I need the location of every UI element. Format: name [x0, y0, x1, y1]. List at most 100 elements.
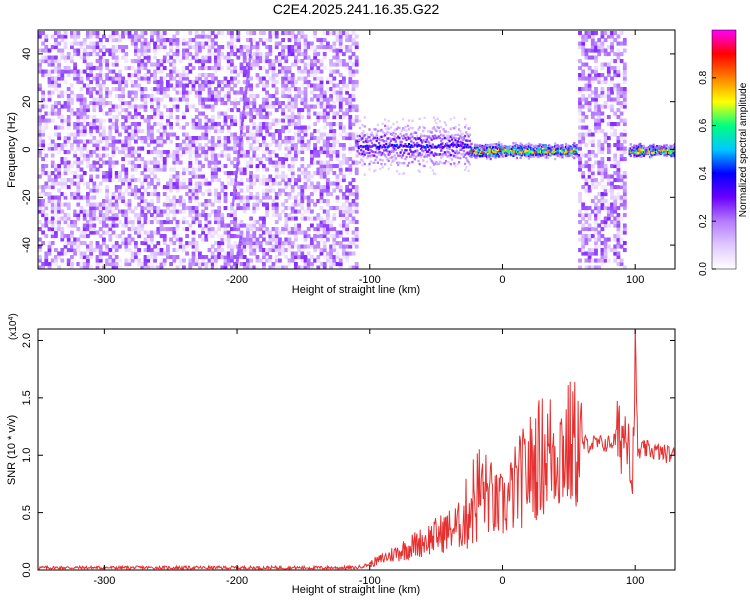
spectrogram-cell [338, 52, 343, 57]
spectrogram-cell [354, 227, 359, 232]
spectrogram-cell [505, 149, 508, 152]
spectrogram-cell [382, 149, 385, 152]
spectrogram-cell [169, 132, 173, 137]
spectrogram-cell [89, 101, 93, 106]
spectrogram-cell [447, 160, 450, 164]
spectrogram-cell [527, 151, 530, 154]
spectrogram-cell [354, 41, 359, 46]
spectrogram-cell [82, 153, 87, 158]
spectrogram-cell [271, 237, 276, 242]
spectrogram-cell [338, 38, 343, 43]
spectrogram-cell [226, 94, 231, 99]
spectrogram-cell [281, 66, 285, 71]
spectrogram-cell [348, 220, 353, 225]
spectrogram-cell [379, 138, 382, 142]
spectrogram-cell [342, 52, 346, 57]
spectrogram-cell [217, 55, 221, 60]
spectrogram-cell [381, 139, 384, 142]
spectrogram-cell [484, 144, 487, 148]
spectrogram-cell [175, 171, 180, 176]
spectrogram-cell [300, 157, 305, 162]
spectrogram-cell [236, 181, 241, 186]
spectrogram-cell [182, 132, 186, 137]
spectrogram-cell [70, 101, 74, 106]
spectrogram-cell [363, 116, 366, 119]
spectrogram-cell [79, 230, 84, 235]
spectrogram-cell [210, 146, 215, 151]
spectrogram-cell [242, 209, 247, 214]
spectrogram-cell [338, 167, 343, 172]
spectrogram-cell [242, 195, 247, 200]
spectrogram-cell [284, 248, 289, 253]
spectrogram-cell [178, 90, 183, 95]
spectrogram-cell [150, 241, 154, 246]
spectrogram-cell [54, 164, 58, 169]
spectrogram-cell [495, 148, 498, 152]
spectrogram-cell [247, 66, 250, 70]
spectrogram-cell [513, 153, 516, 156]
spectrogram-cell [44, 262, 49, 267]
spectrogram-cell [162, 129, 167, 134]
spectrogram-cell [300, 59, 305, 64]
spectrogram-cell [271, 150, 276, 155]
spectrogram-cell [335, 90, 340, 95]
spectrogram-cell [175, 185, 180, 190]
spectrogram-cell [172, 209, 177, 214]
spectrogram-cell [92, 101, 97, 106]
spectrogram-cell [552, 148, 556, 151]
spectrogram-cell [427, 150, 430, 153]
spectrogram-cell [546, 156, 550, 159]
spectrogram-cell [201, 73, 205, 78]
spectrogram-cell [127, 101, 132, 106]
spectrogram-cell [98, 234, 103, 239]
spectrogram-cell [73, 223, 77, 228]
spectrogram-cell [210, 38, 215, 43]
spectrogram-cell [316, 97, 321, 102]
spectrogram-cell [79, 139, 84, 144]
spectrogram-cell [243, 98, 247, 102]
spectrogram-cell [546, 147, 550, 150]
spectrogram-cell [86, 227, 90, 232]
spectrogram-cell [230, 181, 234, 186]
spectrogram-cell [137, 136, 141, 141]
spectrogram-cell [57, 255, 61, 260]
spectrogram-cell [137, 195, 141, 200]
spectrogram-cell [102, 45, 106, 50]
spectrogram-cell [226, 90, 231, 95]
spectrogram-cell [520, 154, 523, 157]
spectrogram-cell [66, 52, 71, 57]
spectrogram-cell [544, 152, 547, 155]
spectrogram-cell [300, 213, 305, 218]
spectrogram-cell [182, 167, 186, 172]
spectrogram-cell [207, 160, 212, 165]
spectrogram-cell [102, 104, 106, 109]
spectrogram-cell [111, 34, 116, 39]
spectrogram-cell [440, 149, 443, 152]
spectrogram-cell [249, 192, 253, 197]
spectrogram-cell [166, 153, 170, 158]
spectrogram-cell [367, 135, 370, 139]
spectrogram-cell [44, 185, 49, 190]
spectrogram-cell [306, 146, 311, 151]
spectrogram-cell [246, 178, 250, 183]
spectrogram-cell [198, 34, 202, 39]
spectrogram-cell [306, 83, 311, 88]
spectrogram-cell [465, 124, 468, 127]
spectrogram-cell [284, 143, 289, 148]
spectrogram-cell [223, 115, 228, 120]
spectrogram-cell [137, 59, 141, 64]
spectrogram-cell [124, 146, 129, 151]
spectrogram-cell [79, 111, 84, 116]
spectrogram-cell [66, 262, 71, 267]
spectrogram-cell [214, 216, 218, 221]
spectrogram-cell [159, 251, 164, 256]
spectrogram-cell [95, 188, 100, 193]
spectrogram-cell [79, 45, 84, 50]
spectrogram-cell [505, 150, 508, 154]
spectrogram-cell [511, 151, 514, 155]
spectrogram-cell [98, 227, 103, 232]
spectrogram-cell [143, 160, 148, 165]
spectrogram-cell [185, 52, 189, 57]
spectrogram-cell [271, 206, 276, 211]
spectrogram-cell [348, 80, 353, 85]
